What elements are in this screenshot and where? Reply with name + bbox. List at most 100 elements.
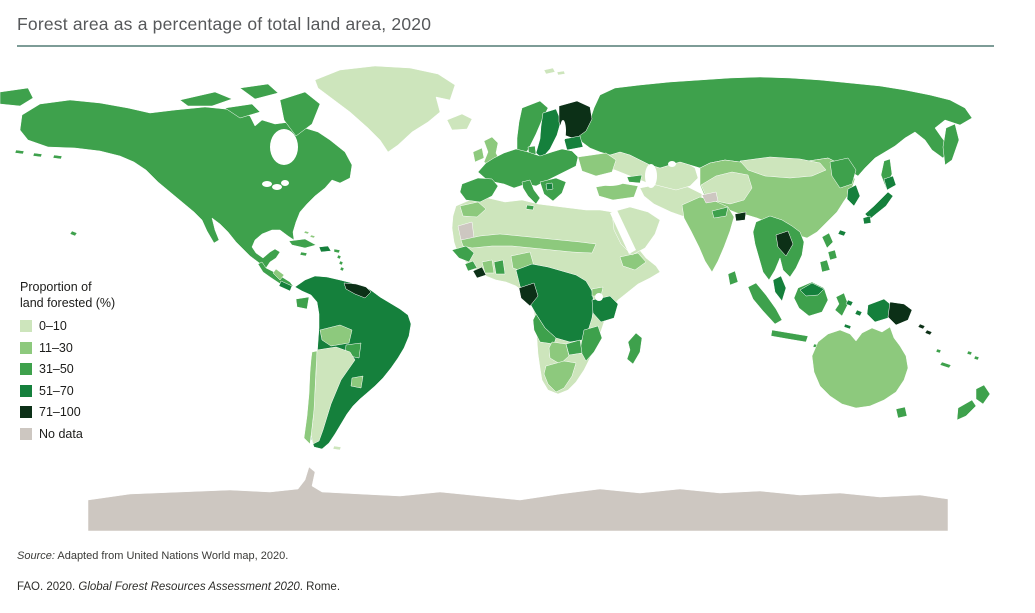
- region-sweden: [535, 108, 562, 159]
- region-caucasus: [626, 174, 643, 184]
- legend-label: 51–70: [39, 383, 74, 398]
- region-bolivia: [319, 324, 353, 347]
- region-laos: [775, 230, 794, 257]
- legend-item-31-50: 31–50: [20, 362, 115, 376]
- region-moluccas: [843, 299, 863, 330]
- baltic-sea: [560, 120, 566, 142]
- region-victoria-island: [224, 103, 261, 119]
- region-cuba: [288, 238, 317, 249]
- legend-item-11-30: 11–30: [20, 341, 115, 355]
- figure-title: Forest area as a percentage of total lan…: [17, 14, 432, 34]
- region-taiwan: [837, 229, 847, 237]
- region-central-africa: [515, 263, 595, 343]
- region-kashmir: [701, 191, 719, 204]
- region-manchuria: [829, 157, 857, 189]
- region-ukraine: [577, 152, 617, 177]
- region-malay-peninsula: [772, 275, 787, 302]
- region-nicaragua: [272, 268, 285, 281]
- legend-swatch-11-30: [20, 341, 32, 354]
- region-greenland: [314, 65, 456, 153]
- region-chukotka: [0, 87, 34, 107]
- region-new-caledonia: [939, 361, 952, 369]
- region-kamchatka: [942, 123, 960, 166]
- region-ivory-coast: [481, 259, 495, 274]
- region-angola: [532, 313, 557, 345]
- legend-swatch-31-50: [20, 363, 32, 376]
- region-tasmania: [895, 406, 908, 419]
- great-lakes: [272, 184, 282, 190]
- region-philippines: [819, 232, 838, 273]
- region-senegal-guinea: [451, 245, 475, 263]
- legend-label: 11–30: [39, 340, 73, 355]
- region-russia: [574, 76, 973, 177]
- legend-swatch-71-100: [20, 406, 32, 419]
- great-lakes: [262, 181, 272, 187]
- region-sierra-leone: [464, 260, 478, 272]
- source-prefix: Source:: [17, 550, 55, 562]
- citation-prefix: FAO. 2020.: [17, 581, 79, 593]
- region-mozambique: [579, 325, 603, 362]
- region-australia: [811, 326, 909, 409]
- citation-suffix: . Rome.: [299, 581, 341, 593]
- region-jamaica: [299, 251, 308, 257]
- map-legend: Proportion of land forested (%) 0–10 11–…: [20, 280, 115, 448]
- region-java: [770, 329, 809, 343]
- region-new-zealand-south: [956, 399, 977, 421]
- region-mongolia: [739, 156, 827, 179]
- black-sea: [594, 174, 626, 186]
- region-baffin-island: [279, 91, 321, 137]
- source-text: Adapted from United Nations World map, 2…: [54, 550, 289, 562]
- region-balkans-dark: [545, 182, 554, 191]
- red-sea: [610, 210, 636, 254]
- region-falkland-islands: [332, 445, 342, 451]
- region-iceland: [446, 113, 473, 131]
- legend-label: 31–50: [39, 362, 74, 377]
- great-lakes: [281, 180, 289, 186]
- region-uruguay: [350, 375, 364, 389]
- citation: FAO. 2020. Global Forest Resources Asses…: [17, 581, 340, 593]
- region-sicily: [525, 204, 535, 211]
- region-sulawesi: [834, 292, 849, 317]
- region-vanuatu: [935, 348, 942, 354]
- source-note: Source: Adapted from United Nations Worl…: [17, 550, 288, 562]
- region-western-europe: [477, 148, 579, 189]
- legend-swatch-0-10: [20, 320, 32, 333]
- region-solomon-islands: [917, 323, 933, 336]
- region-ecuador: [295, 296, 310, 310]
- region-chile: [303, 350, 318, 445]
- region-italy: [521, 179, 541, 205]
- region-south-africa: [543, 360, 577, 393]
- legend-swatch-51-70: [20, 384, 32, 397]
- region-new-guinea-west: [866, 298, 891, 323]
- legend-item-51-70: 51–70: [20, 384, 115, 398]
- legend-label: 71–100: [39, 405, 81, 420]
- region-sumatra: [747, 282, 783, 325]
- persian-gulf: [652, 210, 662, 216]
- region-tanzania: [591, 295, 619, 323]
- region-hispaniola: [318, 245, 332, 253]
- region-puerto-rico: [333, 248, 341, 254]
- region-baltic-states: [563, 135, 584, 151]
- aral-sea: [668, 161, 676, 167]
- region-korea: [846, 184, 861, 207]
- region-arctic-islands: [179, 91, 233, 107]
- region-bhutan: [734, 211, 747, 222]
- region-sahel-belt: [460, 233, 597, 254]
- region-antarctica: [87, 466, 949, 532]
- region-svalbard: [543, 67, 566, 76]
- title-rule: [17, 45, 994, 47]
- legend-label: 0–10: [39, 319, 67, 334]
- region-ireland: [472, 147, 485, 163]
- region-aleutian-islands: [14, 149, 63, 160]
- legend-label: No data: [39, 426, 83, 441]
- region-japan-honshu: [864, 191, 894, 220]
- legend-item-71-100: 71–100: [20, 405, 115, 419]
- region-hawaii: [69, 230, 78, 237]
- region-bahamas: [303, 230, 316, 239]
- region-guyanas: [343, 282, 372, 299]
- region-iberia: [459, 177, 499, 203]
- region-liberia: [472, 266, 487, 279]
- legend-swatch-no-data: [20, 427, 32, 440]
- region-costa-rica-panama: [278, 280, 293, 292]
